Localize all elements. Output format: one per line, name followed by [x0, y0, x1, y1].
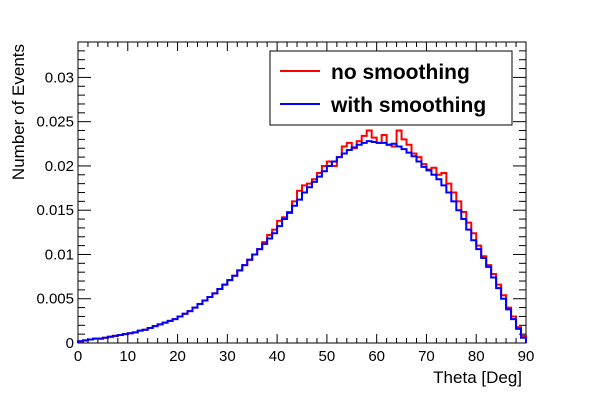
y-tick-label: 0.03	[45, 69, 74, 86]
series-with-smoothing	[77, 140, 527, 343]
y-tick-label: 0.015	[36, 202, 74, 219]
y-tick-label: 0	[66, 335, 74, 352]
x-tick-label: 50	[319, 348, 336, 365]
y-tick-label: 0.005	[36, 291, 74, 308]
x-tick-label: 70	[418, 348, 435, 365]
x-tick-label: 30	[219, 348, 236, 365]
x-tick-label: 0	[74, 348, 82, 365]
x-tick-label: 90	[518, 348, 535, 365]
x-tick-label: 40	[269, 348, 286, 365]
x-tick-label: 10	[119, 348, 136, 365]
x-tick-label: 80	[468, 348, 485, 365]
legend-label-no-smoothing: no smoothing	[331, 61, 470, 84]
legend-label-with-smoothing: with smoothing	[330, 94, 486, 117]
y-tick-label: 0.025	[36, 114, 74, 131]
series-layer	[77, 129, 527, 343]
y-axis-label: Number of Events	[9, 44, 28, 180]
legend-box	[269, 50, 513, 126]
x-tick-label: 20	[169, 348, 186, 365]
x-axis-label: Theta [Deg]	[433, 368, 522, 387]
tick-labels: 0 10 20 30 40 50 60 70 80 90 0 0.005 0.01 0.015 0.02 0.…	[36, 69, 534, 365]
x-tick-label: 60	[368, 348, 385, 365]
y-tick-label: 0.01	[45, 246, 74, 263]
legend: no smoothing with smoothing	[269, 50, 513, 126]
y-tick-label: 0.02	[45, 158, 74, 175]
